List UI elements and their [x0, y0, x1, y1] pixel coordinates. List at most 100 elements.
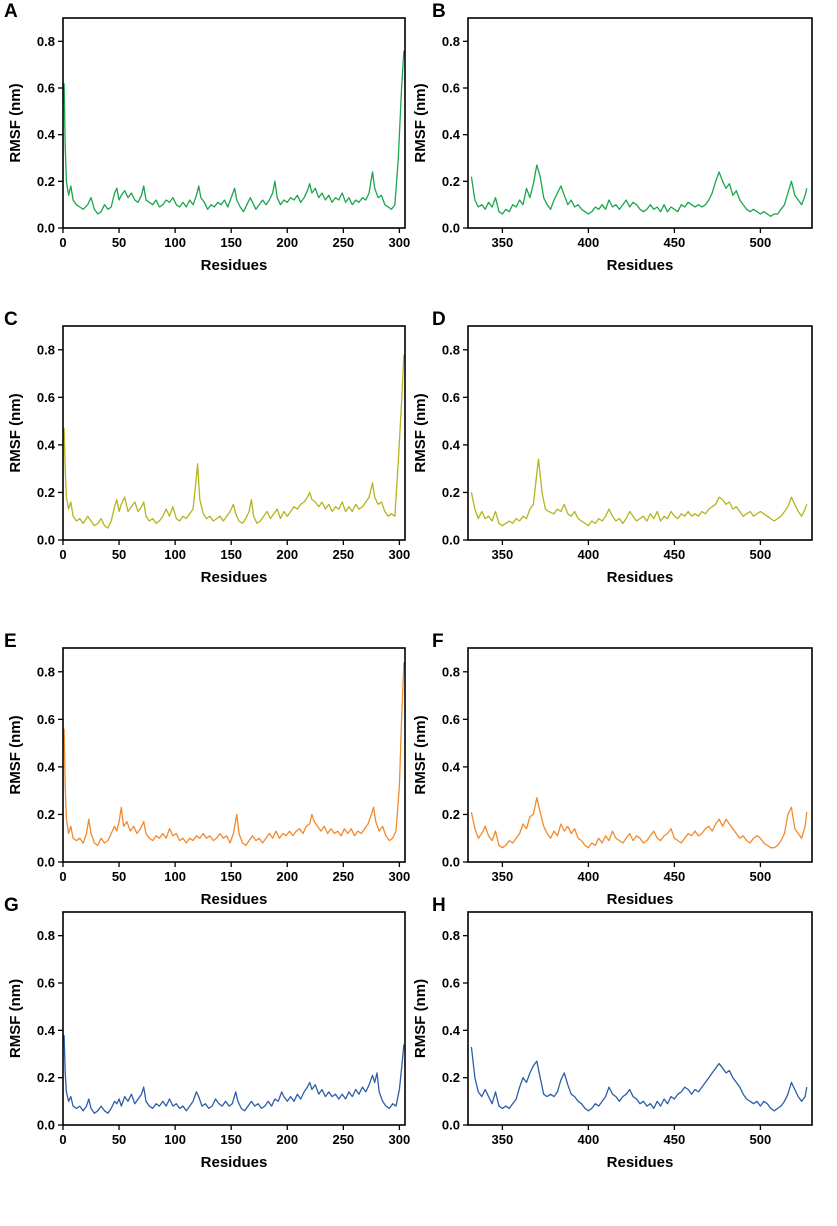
panel-e-xtick-label: 0 — [59, 869, 66, 884]
panel-b-ytick-label: 0.8 — [442, 34, 460, 49]
panel-a-xtick-label: 150 — [220, 235, 242, 250]
panel-a-letter: A — [4, 1, 18, 22]
panel-g-letter: G — [4, 895, 19, 916]
panel-e-y-axis-title: RMSF (nm) — [7, 715, 24, 794]
panel-g-xtick-label: 300 — [389, 1132, 411, 1147]
panel-d-ytick-label: 0.6 — [442, 390, 460, 405]
panel-g-xtick-label: 100 — [164, 1132, 186, 1147]
panel-c-x-axis-title: Residues — [201, 569, 268, 586]
panel-a-xtick-label: 200 — [276, 235, 298, 250]
panel-d-ytick-label: 0.8 — [442, 342, 460, 357]
panel-h-xtick-label: 450 — [664, 1132, 686, 1147]
panel-d-xtick-label: 350 — [492, 547, 514, 562]
panel-d-x-axis-title: Residues — [607, 569, 674, 586]
panel-g-ytick-label: 0.8 — [37, 928, 55, 943]
panel-a-xtick-label: 300 — [389, 235, 411, 250]
panel-a-ytick-label: 0.6 — [37, 81, 55, 96]
panel-c-xtick-label: 150 — [220, 547, 242, 562]
panel-f-ytick-label: 0.8 — [442, 664, 460, 679]
panel-f-x-axis-title: Residues — [607, 891, 674, 908]
panel-c-xtick-label: 200 — [276, 547, 298, 562]
panel-d-ytick-label: 0.0 — [442, 533, 460, 548]
panel-d-xtick-label: 500 — [750, 547, 772, 562]
panel-f-ytick-label: 0.4 — [442, 759, 461, 774]
panel-f-xtick-label: 400 — [578, 869, 600, 884]
panel-f: F 0.0 0.2 0.4 0.6 0.8 350 400 450 500 Residues RMSF… — [412, 631, 813, 908]
panel-f-letter: F — [432, 631, 444, 652]
panel-b-rmsf-line — [470, 164, 808, 217]
panel-e: E 0.0 0.2 0.4 0.6 0.8 0 50 100 150 200 250 300 Residu… — [4, 631, 410, 908]
panel-a-plot-frame — [62, 17, 406, 229]
panel-f-rmsf-line — [470, 797, 808, 849]
panel-b-xtick-label: 450 — [664, 235, 686, 250]
panel-a-ytick-label: 0.8 — [37, 34, 55, 49]
panel-g-ytick-label: 0.4 — [37, 1023, 56, 1038]
panel-a-ytick-label: 0.2 — [37, 174, 55, 189]
panel-c-xtick-label: 100 — [164, 547, 186, 562]
panel-d-xtick-label: 400 — [578, 547, 600, 562]
panel-b-ytick-label: 0.4 — [442, 127, 461, 142]
panel-d-rmsf-line — [470, 458, 808, 527]
panel-e-ytick-label: 0.4 — [37, 759, 56, 774]
panel-g-ytick-label: 0.0 — [37, 1118, 55, 1133]
panel-f-xtick-label: 500 — [750, 869, 772, 884]
panel-f-ytick-label: 0.2 — [442, 807, 460, 822]
panel-h-ytick-label: 0.0 — [442, 1118, 460, 1133]
panel-b-ytick-label: 0.0 — [442, 221, 460, 236]
panel-b-xtick-label: 500 — [750, 235, 772, 250]
panel-b-xtick-label: 400 — [578, 235, 600, 250]
panel-g-ytick-label: 0.2 — [37, 1070, 55, 1085]
panel-b-ytick-label: 0.2 — [442, 174, 460, 189]
panel-h-xtick-label: 500 — [750, 1132, 772, 1147]
panel-d-letter: D — [432, 309, 446, 330]
panel-g-xtick-label: 250 — [332, 1132, 354, 1147]
panel-a-xtick-label: 250 — [332, 235, 354, 250]
panel-d: D 0.0 0.2 0.4 0.6 0.8 350 400 450 500 Residues RMSF… — [412, 309, 813, 586]
panel-c-y-axis-title: RMSF (nm) — [7, 393, 24, 472]
panel-d-ytick-label: 0.2 — [442, 485, 460, 500]
panel-e-xtick-label: 200 — [276, 869, 298, 884]
panel-c: C 0.0 0.2 0.4 0.6 0.8 0 50 100 150 200 250 300 Residu… — [4, 309, 410, 586]
panel-h: H 0.0 0.2 0.4 0.6 0.8 350 400 450 500 Residues RMSF… — [412, 895, 813, 1171]
panel-g-rmsf-line — [63, 1035, 405, 1114]
panel-g-y-axis-title: RMSF (nm) — [7, 979, 24, 1058]
panel-h-x-axis-title: Residues — [607, 1154, 674, 1171]
panel-c-xtick-label: 50 — [112, 547, 126, 562]
panel-f-xtick-label: 450 — [664, 869, 686, 884]
panel-a-xtick-label: 50 — [112, 235, 126, 250]
panel-h-ytick-label: 0.2 — [442, 1070, 460, 1085]
panel-h-xtick-label: 350 — [492, 1132, 514, 1147]
panel-d-y-axis-title: RMSF (nm) — [412, 393, 429, 472]
panel-e-xtick-label: 100 — [164, 869, 186, 884]
panel-c-plot-frame — [62, 325, 406, 541]
panel-c-letter: C — [4, 309, 18, 330]
panel-a-xtick-label: 100 — [164, 235, 186, 250]
panel-e-letter: E — [4, 631, 17, 652]
panel-g-plot-frame — [62, 911, 406, 1126]
panel-f-y-axis-title: RMSF (nm) — [412, 715, 429, 794]
panel-a-ytick-label: 0.4 — [37, 127, 56, 142]
panel-b-y-axis-title: RMSF (nm) — [412, 83, 429, 162]
panel-b-plot-frame — [467, 17, 813, 229]
panel-g-xtick-label: 0 — [59, 1132, 66, 1147]
panel-e-ytick-label: 0.0 — [37, 855, 55, 870]
panel-e-xtick-label: 150 — [220, 869, 242, 884]
panel-e-plot-frame — [62, 647, 406, 863]
panel-e-ytick-label: 0.2 — [37, 807, 55, 822]
panel-g-xtick-label: 200 — [276, 1132, 298, 1147]
panel-f-xtick-label: 350 — [492, 869, 514, 884]
panel-h-y-axis-title: RMSF (nm) — [412, 979, 429, 1058]
panel-c-xtick-label: 250 — [332, 547, 354, 562]
panel-g-x-axis-title: Residues — [201, 1154, 268, 1171]
panel-g-xtick-label: 50 — [112, 1132, 126, 1147]
panel-b-letter: B — [432, 1, 446, 22]
panel-c-xtick-label: 300 — [389, 547, 411, 562]
panel-a-xtick-label: 0 — [59, 235, 66, 250]
panel-e-xtick-label: 250 — [332, 869, 354, 884]
panel-g: G 0.0 0.2 0.4 0.6 0.8 0 50 100 150 200 250 300 Residu… — [4, 895, 410, 1171]
panel-a-rmsf-line — [63, 50, 405, 215]
panel-f-ytick-label: 0.6 — [442, 712, 460, 727]
panel-h-rmsf-line — [470, 1046, 808, 1112]
panel-c-ytick-label: 0.8 — [37, 342, 55, 357]
